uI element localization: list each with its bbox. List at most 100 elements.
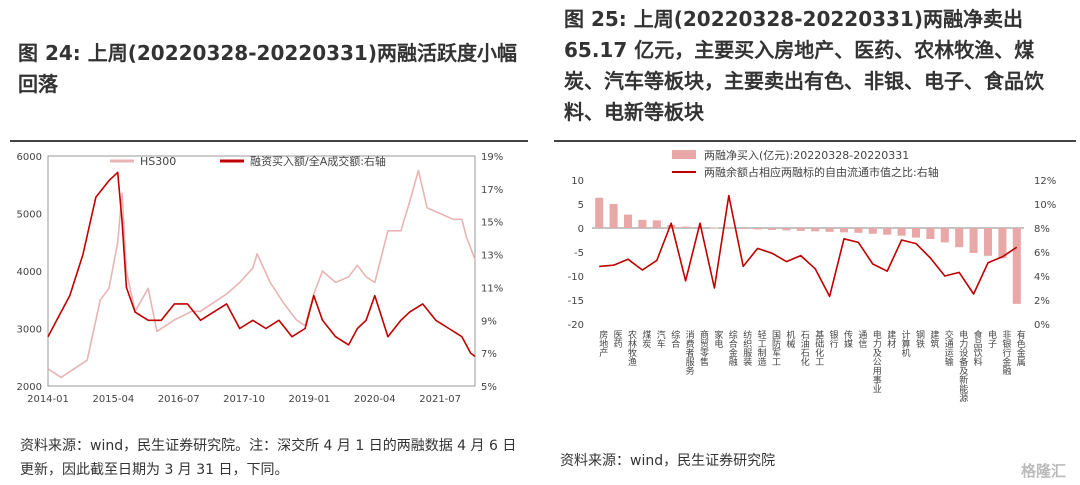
bar-农林牧渔	[623, 214, 633, 228]
category-label: 汽车	[655, 329, 666, 349]
bar-轻工制造	[753, 228, 762, 230]
y-left-tick-label: 4000	[17, 267, 42, 278]
bar-建材	[883, 228, 892, 235]
category-label: 轻工制造	[756, 329, 767, 367]
plot-frame	[47, 155, 476, 387]
category-label: 建材	[885, 329, 896, 348]
category-label: 国防军工	[770, 330, 781, 366]
category-label: 农林牧渔	[626, 329, 637, 366]
bar-综合金融	[724, 228, 733, 229]
legend-label-bar: 两融净买入(亿元):20220328-20220331	[704, 148, 909, 162]
y-left-tick-label: -15	[568, 296, 584, 307]
category-label: 机械	[784, 329, 795, 349]
bar-食品饮料	[969, 228, 978, 253]
category-label: 家电	[712, 329, 723, 348]
left-figure: 图 24: 上周(20220328-20220331)两融活跃度小幅回落 200…	[0, 0, 530, 485]
legend-label-line: 两融余额占相应两融标的自由流通市值之比:右轴	[704, 165, 939, 179]
y-left-tick-label: 6000	[17, 152, 42, 163]
category-label: 石油石化	[799, 330, 810, 367]
bar-银行	[825, 228, 834, 232]
category-label: 电力及公用事业	[871, 329, 882, 393]
y-right-tick-label: 11%	[481, 283, 503, 294]
y-right-tick-label: 9%	[481, 316, 497, 327]
category-label: 计算机	[900, 329, 911, 358]
x-tick-label: 2017-10	[223, 394, 265, 405]
sector-net-buy-chart: -20 -15 -10 -5 0 5 10 0% 2% 4% 6% 8% 10% 12% 房地产 医药 农林牧渔…	[568, 148, 1057, 403]
bar-国防军工	[767, 228, 777, 230]
category-label: 综合	[669, 329, 680, 349]
x-tick-label: 2016-07	[158, 394, 200, 405]
bar-医药	[609, 204, 618, 228]
category-label: 纺织服装	[741, 329, 752, 367]
y-right-tick-label: 19%	[481, 152, 503, 163]
y-left-tick-label: 5000	[17, 210, 42, 221]
x-tick-label: 2014-01	[27, 394, 69, 405]
y-left-tick-label: 10	[571, 176, 584, 187]
y-right-tick-label: 4%	[1034, 272, 1050, 283]
category-label: 基础化工	[813, 329, 824, 366]
category-label: 医药	[612, 330, 623, 349]
y-right-tick-label: 0%	[1034, 320, 1050, 331]
y-right-tick-label: 2%	[1034, 296, 1050, 307]
category-label: 食品饮料	[972, 329, 983, 367]
x-tick-label: 2020-04	[354, 394, 396, 405]
bar-钢铁	[911, 228, 921, 238]
bar-电力设备及新能源	[955, 228, 964, 248]
category-label: 建筑	[928, 329, 939, 349]
category-label: 交通运输	[943, 329, 954, 367]
bar-商贸零售	[695, 227, 705, 228]
series-line-1	[47, 171, 476, 358]
bar-非银行金融	[998, 228, 1007, 259]
watermark-logo: 格隆汇	[1020, 462, 1066, 480]
category-label: 煤炭	[640, 329, 651, 349]
y-right-tick-label: 6%	[1034, 248, 1050, 259]
legend-label-0: HS300	[140, 155, 176, 168]
bar-电子	[983, 228, 993, 256]
y-left-tick-label: 0	[578, 224, 584, 235]
bar-纺织服装	[739, 228, 748, 229]
title-divider	[554, 140, 1076, 142]
bar-建筑	[926, 228, 935, 240]
bar-计算机	[897, 228, 906, 236]
bar-房地产	[595, 197, 604, 228]
y-left-tick-label: 5	[578, 200, 584, 211]
ratio-line	[599, 194, 1018, 298]
y-right-tick-label: 10%	[1034, 200, 1056, 211]
y-left-tick-label: 3000	[17, 325, 42, 336]
bar-有色金属	[1012, 228, 1021, 304]
figure-24-source: 资料来源：wind，民生证券研究院。注：深交所 4 月 1 日的两融数据 4 月…	[20, 438, 517, 478]
category-label: 电子	[986, 329, 997, 348]
category-label: 非银行金融	[1000, 329, 1011, 376]
y-right-tick-label: 5%	[481, 382, 497, 393]
category-label: 综合金融	[727, 329, 738, 367]
bar-传媒	[839, 228, 849, 233]
bar-石油石化	[796, 228, 805, 231]
y-right-tick-label: 15%	[481, 218, 503, 229]
right-figure: 图 25: 上周(20220328-20220331)两融净卖出 65.17 亿…	[550, 0, 1080, 485]
category-label: 钢铁	[914, 329, 925, 349]
y-right-tick-label: 8%	[1034, 224, 1050, 235]
y-right-tick-label: 17%	[481, 185, 503, 196]
bar-电力及公用事业	[868, 228, 877, 234]
figure-24-title: 图 24: 上周(20220328-20220331)两融活跃度小幅回落	[18, 41, 517, 96]
figure-25-source: 资料来源：wind，民生证券研究院	[560, 453, 776, 469]
category-label: 房地产	[597, 329, 608, 358]
bar-煤炭	[638, 219, 647, 228]
bar-综合	[667, 225, 676, 228]
bar-家电	[710, 227, 719, 229]
category-label: 商贸零售	[698, 329, 709, 367]
figure-25-title: 图 25: 上周(20220328-20220331)两融净卖出 65.17 亿…	[564, 7, 1044, 124]
category-label: 消费者服务	[684, 329, 695, 376]
y-left-tick-label: -20	[568, 320, 584, 331]
x-tick-label: 2015-04	[92, 394, 134, 405]
y-left-tick-label: 2000	[17, 382, 42, 393]
y-right-tick-label: 7%	[481, 349, 497, 360]
y-right-tick-label: 13%	[481, 251, 503, 262]
bar-交通运输	[940, 228, 949, 243]
y-left-tick-label: -5	[574, 248, 584, 259]
category-label: 银行	[828, 329, 839, 349]
x-tick-label: 2019-01	[289, 394, 331, 405]
hs300-margin-ratio-chart: 2000 3000 4000 5000 6000 5% 7% 9% 11% 13% 15% 17% 19…	[17, 152, 504, 405]
bar-消费者服务	[681, 226, 690, 228]
bar-通信	[854, 228, 863, 233]
